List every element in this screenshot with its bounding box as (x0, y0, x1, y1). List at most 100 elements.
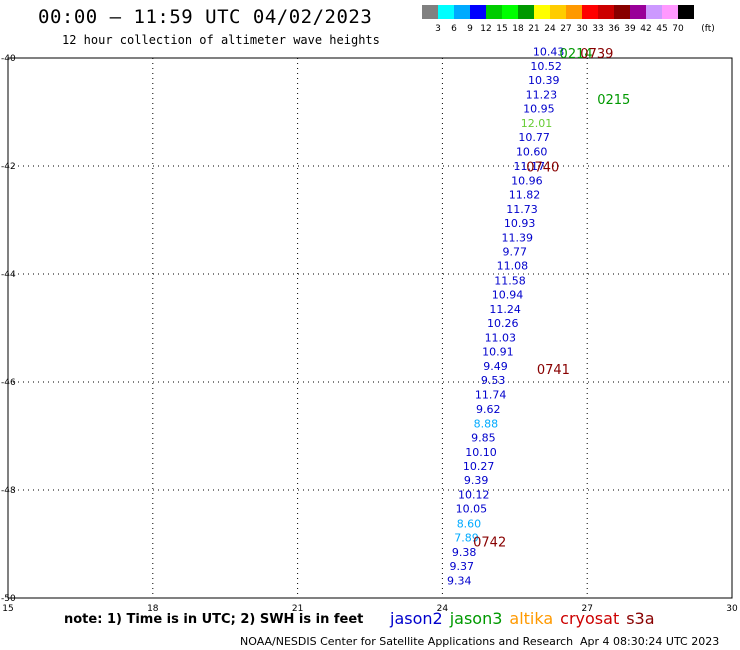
data-point-label: 10.94 (492, 288, 524, 301)
colorbar-swatch (678, 5, 694, 19)
data-point-label: 9.38 (452, 546, 477, 559)
data-point-label: 9.85 (471, 431, 496, 444)
credit-line: NOAA/NESDIS Center for Satellite Applica… (240, 635, 574, 648)
data-point-label: 11.58 (494, 274, 526, 287)
legend-entry-cryosat: cryosat (560, 609, 620, 628)
colorbar-label: 33 (592, 24, 603, 34)
colorbar-label: 3 (435, 24, 441, 34)
colorbar-swatch (486, 5, 502, 19)
data-point-label: 7.89 (454, 531, 479, 544)
data-point-label: 10.10 (465, 446, 497, 459)
data-point-label: 12.01 (521, 117, 553, 130)
data-point-label: 11.23 (526, 89, 558, 102)
data-point-label: 11.24 (489, 303, 521, 316)
colorbar-unit: (ft) (701, 24, 715, 34)
y-tick-label: -44 (1, 270, 16, 280)
chart-title: 00:00 – 11:59 UTC 04/02/2023 (38, 6, 373, 28)
colorbar-swatch (470, 5, 486, 19)
colorbar-label: 21 (528, 24, 539, 34)
data-point-label: 10.12 (458, 489, 490, 502)
data-point-label: 10.43 (533, 45, 565, 58)
colorbar: 3 6 9 12 15 18 21 24 27 30 33 36 39 42 45 70 (ft) (422, 5, 715, 34)
colorbar-label: 30 (576, 24, 588, 34)
colorbar-label: 12 (480, 24, 491, 34)
data-point-label: 11.17 (514, 160, 546, 173)
colorbar-swatch (598, 5, 614, 19)
generation-timestamp: Apr 4 08:30:24 UTC 2023 (580, 635, 720, 648)
data-point-label: 10.05 (456, 503, 488, 516)
x-tick-label: 24 (437, 604, 449, 614)
data-point-label: 10.52 (530, 60, 562, 73)
data-point-label: 9.34 (447, 575, 472, 588)
data-point-label: 9.27 (544, 3, 569, 16)
colorbar-swatch (454, 5, 470, 19)
data-point-label: 10.91 (482, 346, 514, 359)
colorbar-swatch (566, 5, 582, 19)
y-tick-label: -42 (1, 162, 16, 172)
legend: jason2 jason3 altika cryosat s3a (390, 609, 662, 628)
data-point-label: 9.97 (539, 31, 564, 44)
colorbar-label: 6 (451, 24, 457, 34)
colorbar-swatch (582, 5, 598, 19)
data-point-label: 10.95 (523, 103, 555, 116)
time-annotation: 0740 (526, 160, 559, 175)
colorbar-swatch (422, 5, 438, 19)
plot-frame (7, 57, 733, 599)
time-annotation: 0739 (580, 47, 613, 62)
data-point-label: 11.82 (509, 188, 541, 201)
legend-entry-jason3: jason3 (449, 609, 503, 628)
time-annotation: 0741 (537, 363, 570, 378)
x-tick-label: 30 (726, 604, 738, 614)
data-point-label: 9.53 (481, 374, 506, 387)
colorbar-label: 27 (560, 24, 571, 34)
colorbar-swatch (518, 5, 534, 19)
x-tick-label: 15 (2, 604, 13, 614)
data-point-label: 11.08 (497, 260, 529, 273)
time-annotation: 0214 (560, 47, 593, 62)
time-annotation: 0742 (473, 536, 506, 551)
data-point-label: 8.60 (457, 517, 482, 530)
data-point-label: 9.39 (464, 474, 489, 487)
legend-entry-s3a: s3a (626, 609, 655, 628)
colorbar-label: 45 (656, 24, 667, 34)
colorbar-label: 24 (544, 24, 556, 34)
data-point-label: 10.39 (528, 74, 560, 87)
y-tick-label: -46 (1, 378, 16, 388)
x-tick-label: 18 (147, 604, 159, 614)
data-point-label: 10.96 (511, 174, 543, 187)
data-point-label: 9.62 (476, 403, 501, 416)
data-point-label: 11.39 (501, 232, 533, 245)
footnote: note: 1) Time is in UTC; 2) SWH is in fe… (64, 612, 364, 627)
colorbar-swatch (646, 5, 662, 19)
data-point-label: 9.82 (546, 0, 571, 1)
data-point-label: 11.03 (485, 332, 517, 345)
time-annotation: 0215 (597, 93, 630, 108)
colorbar-swatch (534, 5, 550, 19)
data-point-label: 9.37 (449, 560, 474, 573)
colorbar-label: 70 (672, 24, 684, 34)
data-point-label: 9.39 (541, 17, 566, 30)
x-tick-label: 27 (581, 604, 592, 614)
colorbar-swatch (438, 5, 454, 19)
x-tick-label: 21 (292, 604, 303, 614)
data-point-label: 10.77 (518, 131, 550, 144)
chart-subtitle: 12 hour collection of altimeter wave hei… (62, 33, 380, 47)
colorbar-label: 36 (608, 24, 620, 34)
colorbar-label: 15 (496, 24, 507, 34)
data-point-label: 10.26 (487, 317, 519, 330)
y-tick-label: -50 (1, 594, 16, 604)
y-tick-label: -40 (1, 54, 16, 64)
y-tick-label: -48 (1, 486, 16, 496)
colorbar-label: 42 (640, 24, 651, 34)
data-point-label: 11.74 (475, 389, 507, 402)
colorbar-swatch (502, 5, 518, 19)
data-point-label: 10.60 (516, 146, 548, 159)
colorbar-swatch (614, 5, 630, 19)
data-point-label: 11.73 (506, 203, 538, 216)
colorbar-label: 18 (512, 24, 524, 34)
data-point-label: 9.77 (503, 246, 528, 259)
data-point-label: 10.93 (504, 217, 536, 230)
data-points: 9.349.379.387.898.6010.0510.129.3910.271… (447, 0, 571, 588)
legend-entry-altika: altika (509, 609, 554, 628)
